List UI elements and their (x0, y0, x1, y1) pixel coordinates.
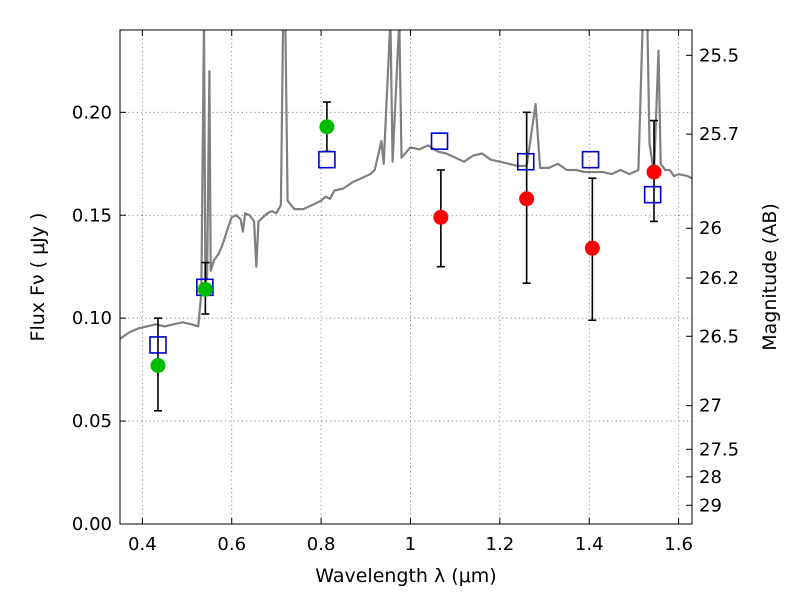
observed-flux-point (319, 119, 335, 135)
observed-flux-point (584, 240, 600, 256)
observed-flux-point (150, 358, 166, 374)
y-tick-label: 0.20 (72, 102, 112, 123)
observed-flux-point (519, 191, 535, 207)
right-tick-label: 27.5 (699, 439, 739, 460)
model-spectrum-layer (120, 30, 692, 340)
model-photometry-square (516, 152, 535, 171)
y-tick-label: 0.10 (72, 308, 112, 329)
model-photometry-square (149, 336, 167, 354)
y-tick-label: 0.05 (72, 411, 112, 432)
observed-flux-point (197, 281, 213, 297)
x-tick-label: 0.4 (128, 534, 157, 555)
x-tick-label: 1.4 (575, 534, 604, 555)
plot-frame (119, 29, 693, 525)
y-tick-label: 0.15 (72, 205, 112, 226)
marker-layer (149, 119, 662, 374)
x-tick-label: 0.6 (217, 534, 246, 555)
model-spectrum-line (120, 30, 692, 340)
y-tick-label: 0.00 (72, 514, 112, 535)
errorbar-layer (153, 101, 659, 412)
x-tick-label: 1 (405, 534, 416, 555)
right-tick-label: 29 (699, 495, 722, 516)
model-photometry-square (581, 150, 600, 169)
right-tick-label: 26.2 (699, 268, 739, 289)
x-axis-title: Wavelength λ (μm) (315, 565, 496, 587)
right-axis-title: Magnitude (AB) (759, 203, 781, 351)
y-axis-title: Flux Fν ( μJy ) (27, 213, 49, 342)
observed-flux-point (433, 209, 449, 225)
model-photometry-square (430, 132, 449, 150)
tick-layer: 0.4 0.6 0.8 1 1.2 1.4 1.6 0.00 0.05 0.10 0.15 0.20 2… (72, 30, 739, 555)
x-tick-label: 1.6 (664, 534, 693, 555)
x-tick-label: 1.2 (486, 534, 515, 555)
right-tick-label: 28 (699, 467, 722, 488)
x-tick-label: 0.8 (307, 534, 336, 555)
right-tick-label: 27 (699, 396, 722, 417)
right-tick-label: 26.5 (699, 326, 739, 347)
right-tick-label: 25.5 (699, 45, 739, 66)
model-photometry-square (318, 150, 336, 169)
right-tick-label: 25.7 (699, 124, 739, 145)
observed-flux-point (646, 164, 662, 180)
right-tick-label: 26 (699, 218, 722, 239)
model-photometry-square (643, 185, 662, 204)
